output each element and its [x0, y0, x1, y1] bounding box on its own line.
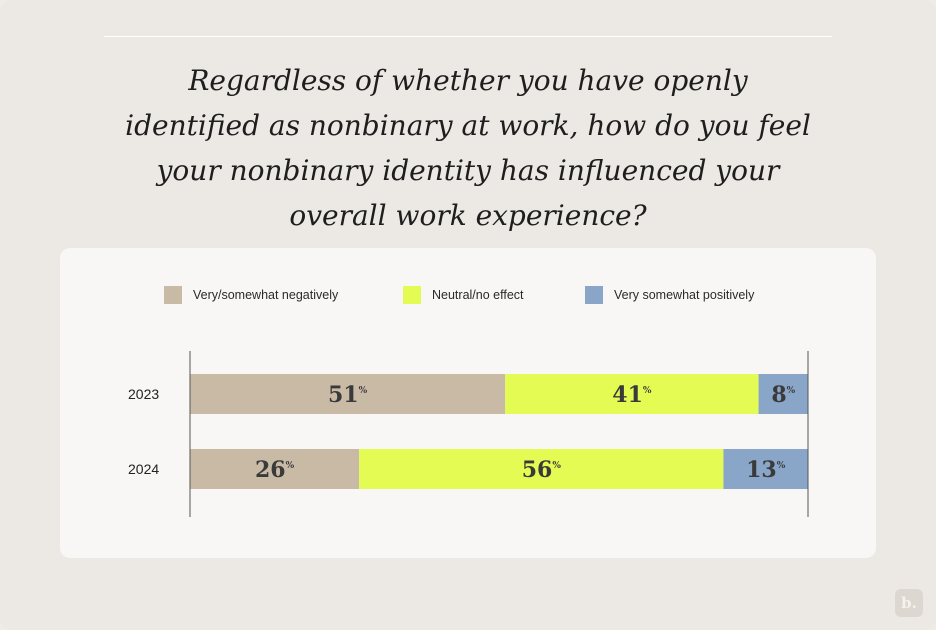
category-label: 2023: [128, 386, 159, 402]
legend-swatch: [164, 286, 182, 304]
legend-item-negative: Very/somewhat negatively: [164, 286, 338, 304]
bar-segment: [190, 374, 506, 414]
data-label: 51%: [328, 382, 368, 408]
bar-segment: [359, 449, 724, 489]
legend-label: Very somewhat positively: [614, 288, 755, 302]
data-label: 41%: [612, 382, 652, 408]
title-line: your nonbinary identity has influenced y…: [156, 154, 780, 187]
chart-title: Regardless of whether you have openly id…: [60, 58, 876, 238]
legend-item-neutral: Neutral/no effect: [403, 286, 524, 304]
legend-item-positive: Very somewhat positively: [585, 286, 754, 304]
legend-label: Very/somewhat negatively: [193, 288, 339, 302]
bar-segment: [723, 449, 808, 489]
bar-segment: [190, 449, 360, 489]
top-divider: [104, 36, 832, 37]
data-label: 56%: [522, 457, 562, 483]
title-line: identified as nonbinary at work, how do …: [125, 109, 811, 142]
brand-logo: b.: [895, 589, 923, 617]
bar-segment: [505, 374, 759, 414]
title-line: Regardless of whether you have openly: [188, 64, 748, 97]
bar-segment: [758, 374, 808, 414]
legend-label: Neutral/no effect: [432, 288, 524, 302]
legend-swatch: [403, 286, 421, 304]
data-label: 13%: [746, 457, 786, 483]
data-label: 26%: [255, 457, 295, 483]
data-label: 8%: [771, 382, 795, 408]
title-line: overall work experience?: [289, 199, 647, 232]
category-label: 2024: [128, 461, 159, 477]
legend-swatch: [585, 286, 603, 304]
